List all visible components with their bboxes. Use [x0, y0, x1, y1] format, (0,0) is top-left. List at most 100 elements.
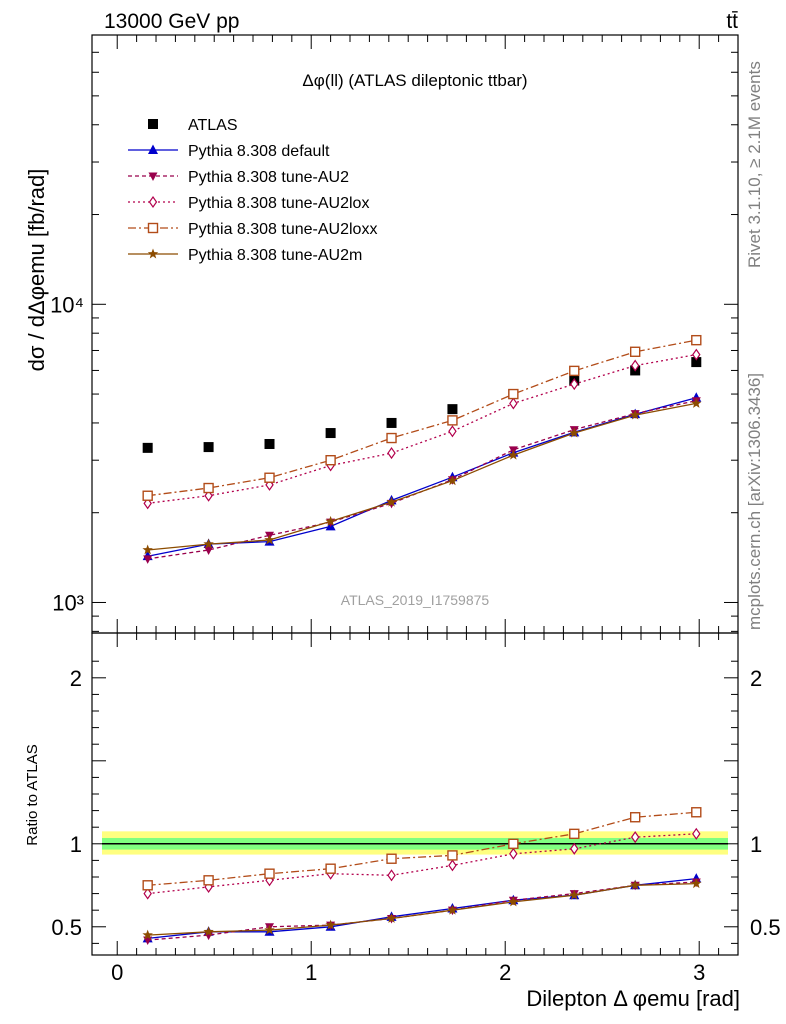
- energy-label: 13000 GeV pp: [104, 10, 239, 33]
- legend-marker-tune-au2: [148, 172, 158, 181]
- x-axis-title: Dilepton Δ φemu [rad]: [526, 986, 740, 1011]
- main-panel: 10³ 10⁴ Δφ(ll) (ATLAS dileptonic ttbar) A…: [24, 34, 739, 634]
- main-point-tune-au2loxx-1: [203, 482, 214, 494]
- legend-marker-tune-au2loxx: [147, 222, 159, 234]
- ratio-line-tune-au2m: [147, 882, 697, 936]
- main-y-tick-label: 10³: [52, 590, 84, 615]
- main-point-tune-au2loxx-5: [447, 415, 458, 426]
- main-point-tune-au2m-6: [508, 449, 519, 460]
- main-point-tune-au2m-2: [264, 534, 275, 545]
- main-point-tune-au2-1: [204, 546, 214, 555]
- ratio-point-tune-au2m-9: [691, 878, 702, 889]
- main-line-tune-au2: [147, 400, 697, 560]
- ratio-point-tune-au2lox-9: [692, 827, 701, 840]
- main-point-tune-au2m-0: [142, 544, 153, 555]
- main-point-tune-au2m-7: [569, 427, 580, 438]
- ratio-point-tune-au2m-6: [508, 896, 519, 907]
- main-line-tune-au2loxx: [147, 339, 697, 497]
- ratio-point-tune-au2m-2: [264, 924, 275, 935]
- ratio-point-tune-au2lox-5: [448, 859, 457, 872]
- x-tick-label: 2: [499, 960, 511, 985]
- ratio-y-tick-label: 2: [70, 666, 82, 691]
- main-series-tune-au2: [143, 397, 701, 564]
- main-point-tune-au2m-9: [691, 397, 702, 408]
- ratio-point-tune-au2lox-6: [509, 847, 518, 860]
- ratio-line-tune-au2lox: [147, 833, 697, 895]
- ratio-point-tune-au2m-5: [447, 904, 458, 915]
- ratio-point-tune-au2loxx-6: [508, 838, 519, 849]
- ratio-point-tune-au2lox-0: [143, 887, 152, 900]
- main-title: Δφ(ll) (ATLAS dileptonic ttbar): [302, 71, 527, 90]
- main-point-tune-au2loxx-3: [325, 455, 336, 466]
- rivet-label: Rivet 3.1.10, ≥ 2.1M events: [745, 61, 764, 268]
- main-point-atlas-4: [386, 417, 397, 428]
- main-series-tune-au2lox: [143, 348, 701, 510]
- ratio-point-tune-au2loxx-7: [569, 828, 580, 840]
- legend-label-tune-au2: Pythia 8.308 tune-AU2: [188, 169, 349, 186]
- main-point-tune-au2loxx-4: [386, 432, 397, 444]
- ratio-point-tune-au2m-4: [386, 912, 397, 923]
- main-point-tune-au2m-5: [447, 475, 458, 486]
- legend-marker-tune-au2m: [147, 248, 159, 259]
- main-point-tune-au2lox-7: [570, 378, 579, 391]
- main-point-atlas-2: [264, 438, 275, 449]
- legend-entry-atlas: ATLAS: [148, 117, 238, 134]
- main-point-tune-au2loxx-7: [569, 365, 580, 377]
- main-line-tune-au2lox: [147, 353, 697, 504]
- ratio-point-tune-au2loxx-4: [386, 853, 397, 864]
- x-tick-label: 1: [305, 960, 317, 985]
- ratio-y-tick-label: 1: [70, 832, 82, 857]
- legend-marker-default: [148, 144, 158, 154]
- legend-entry-default: Pythia 8.308 default: [128, 143, 330, 160]
- ratio-point-tune-au2loxx-5: [447, 850, 458, 861]
- ratio-series-tune-au2loxx: [142, 807, 702, 891]
- legend-label-atlas: ATLAS: [188, 117, 238, 134]
- ratio-frame: [91, 632, 739, 956]
- ratio-series: [142, 807, 702, 946]
- main-point-atlas-5: [447, 404, 458, 415]
- ratio-point-tune-au2m-3: [325, 919, 336, 930]
- legend-label-tune-au2m: Pythia 8.308 tune-AU2m: [188, 247, 362, 264]
- ratio-point-tune-au2lox-4: [387, 869, 396, 882]
- ratio-point-tune-au2loxx-8: [629, 812, 641, 823]
- main-series-tune-au2loxx: [142, 334, 702, 501]
- ratio-line-tune-au2loxx: [147, 811, 697, 886]
- main-y-axis-title: dσ / dΔφemu [fb/rad]: [24, 169, 49, 372]
- legend-marker-tune-au2lox: [148, 195, 158, 209]
- main-point-tune-au2m-4: [386, 496, 397, 507]
- ratio-y-axis-title: Ratio to ATLAS: [24, 744, 41, 845]
- legend-label-tune-au2lox: Pythia 8.308 tune-AU2lox: [188, 195, 369, 212]
- ratio-point-tune-au2m-1: [203, 926, 214, 937]
- ratio-point-tune-au2loxx-2: [264, 868, 275, 879]
- main-point-tune-au2loxx-9: [691, 334, 702, 346]
- main-point-tune-au2loxx-0: [142, 490, 153, 501]
- ratio-ticks: 0.5 0.5 1 1 2 2 0 1 2 3: [51, 633, 781, 985]
- ratio-point-tune-au2m-7: [569, 889, 580, 900]
- ratio-point-tune-au2lox-7: [570, 842, 579, 855]
- ratio-y-tick-label-right: 0.5: [750, 915, 781, 940]
- legend-entry-tune-au2m: Pythia 8.308 tune-AU2m: [128, 247, 362, 264]
- ratio-y-tick-label-right: 2: [750, 666, 762, 691]
- main-point-tune-au2lox-1: [204, 489, 213, 502]
- ratio-y-tick-label-right: 1: [750, 832, 762, 857]
- main-ticks: 10³ 10⁴: [50, 34, 738, 633]
- main-point-tune-au2-0: [143, 555, 153, 564]
- legend-label-tune-au2loxx: Pythia 8.308 tune-AU2loxx: [188, 221, 377, 238]
- ratio-point-tune-au2m-0: [142, 929, 153, 940]
- main-point-atlas-9: [691, 357, 702, 368]
- legend-label-default: Pythia 8.308 default: [188, 143, 330, 160]
- ratio-series-tune-au2m: [142, 878, 702, 940]
- legend-entry-tune-au2loxx: Pythia 8.308 tune-AU2loxx: [128, 221, 377, 238]
- main-point-tune-au2lox-5: [448, 425, 457, 438]
- ratio-point-tune-au2loxx-1: [203, 875, 214, 886]
- main-point-tune-au2lox-9: [692, 348, 701, 361]
- main-point-tune-au2m-8: [629, 409, 641, 420]
- legend: ATLAS Pythia 8.308 default Pythia 8.308 tu…: [128, 117, 377, 264]
- process-label: tt̄: [726, 10, 738, 33]
- main-point-atlas-1: [203, 442, 214, 453]
- main-point-tune-au2m-3: [325, 515, 336, 526]
- main-y-tick-label: 10⁴: [50, 292, 84, 317]
- main-point-atlas-0: [142, 442, 153, 453]
- main-point-tune-au2lox-4: [387, 447, 396, 460]
